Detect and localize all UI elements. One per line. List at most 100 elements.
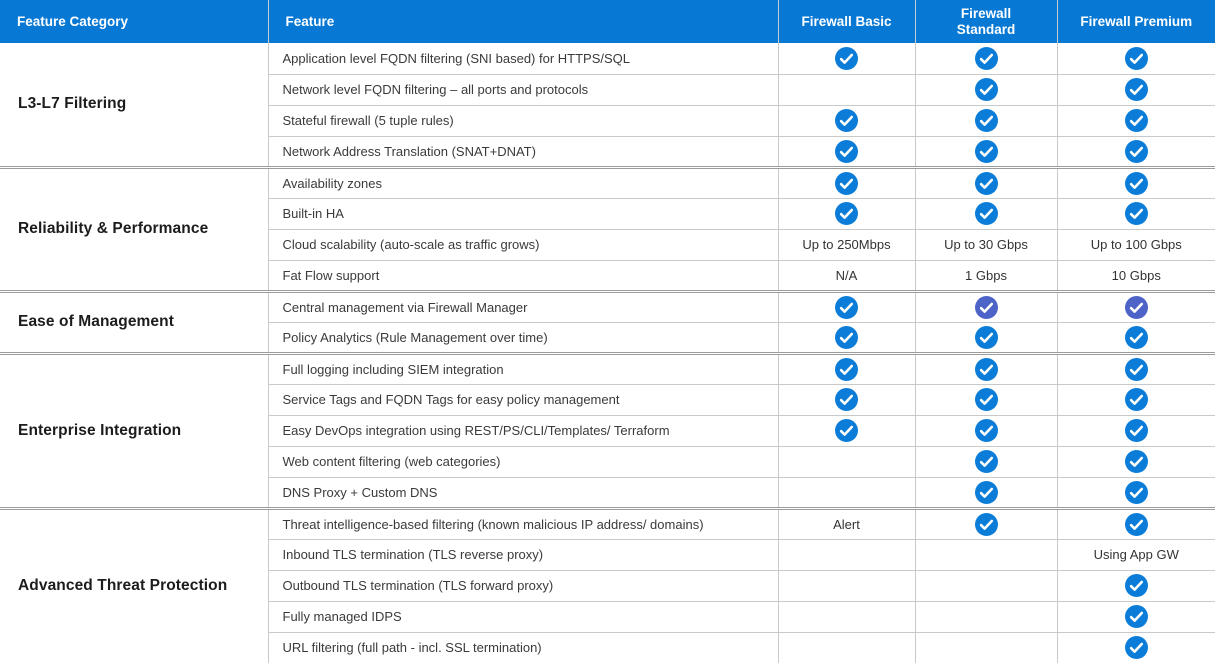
feature-cell: Availability zones	[268, 165, 779, 198]
value-cell-standard	[915, 289, 1058, 322]
check-circle-icon	[974, 78, 998, 101]
value-cell-premium	[1057, 506, 1215, 539]
value-cell-standard	[915, 445, 1058, 477]
feature-cell: Easy DevOps integration using REST/PS/CL…	[268, 414, 779, 446]
category-cell: Reliability & Performance	[0, 165, 269, 291]
value-cell-basic	[778, 383, 916, 415]
value-cell-premium: Up to 100 Gbps	[1057, 228, 1215, 260]
value-cell-basic	[778, 569, 916, 601]
table-row: Inbound TLS termination (TLS reverse pro…	[0, 538, 1215, 570]
feature-cell: Inbound TLS termination (TLS reverse pro…	[268, 538, 779, 570]
check-circle-icon	[974, 139, 998, 163]
value-cell-premium	[1057, 104, 1215, 136]
value-cell-premium	[1057, 73, 1215, 105]
value-cell-standard	[915, 506, 1058, 539]
feature-cell: DNS Proxy + Custom DNS	[268, 476, 779, 508]
table-body: L3-L7 Filtering Application level FQDN fi…	[0, 43, 1215, 663]
table-row: Network Address Translation (SNAT+DNAT)	[0, 135, 1215, 167]
value-cell-premium	[1057, 165, 1215, 198]
check-circle-icon	[974, 46, 998, 70]
check-circle-icon	[974, 325, 998, 349]
column-header-firewall-standard: Firewall Standard	[915, 0, 1058, 43]
value-cell-basic: N/A	[778, 259, 916, 291]
value-cell-standard	[915, 631, 1058, 663]
table-row: Cloud scalability (auto-scale as traffic…	[0, 228, 1215, 260]
table-row: Fully managed IDPS	[0, 600, 1215, 632]
feature-cell: Network Address Translation (SNAT+DNAT)	[268, 135, 779, 167]
value-cell-premium: Using App GW	[1057, 538, 1215, 570]
value-cell-standard	[915, 43, 1058, 74]
value-cell-premium	[1057, 476, 1215, 508]
check-circle-icon	[1124, 450, 1148, 473]
value-cell-standard: 1 Gbps	[915, 259, 1058, 291]
column-header-feature: Feature	[268, 0, 779, 43]
value-cell-basic	[778, 631, 916, 663]
value-cell-basic	[778, 476, 916, 508]
value-cell-premium	[1057, 631, 1215, 663]
feature-cell: Built-in HA	[268, 197, 779, 229]
check-circle-icon	[1124, 388, 1148, 411]
check-circle-icon	[1124, 171, 1148, 195]
value-cell-premium	[1057, 414, 1215, 446]
check-circle-icon	[1124, 295, 1148, 319]
check-circle-icon	[835, 325, 858, 349]
value-cell-premium	[1057, 351, 1215, 384]
table-row: Service Tags and FQDN Tags for easy poli…	[0, 383, 1215, 415]
value-cell-basic: Alert	[778, 506, 916, 539]
check-circle-icon	[835, 139, 858, 163]
check-circle-icon	[974, 388, 998, 411]
check-circle-icon	[835, 46, 858, 70]
value-cell-premium	[1057, 43, 1215, 74]
feature-cell: URL filtering (full path - incl. SSL ter…	[268, 631, 779, 663]
feature-cell: Application level FQDN filtering (SNI ba…	[268, 43, 779, 74]
value-cell-standard	[915, 569, 1058, 601]
value-cell-basic	[778, 351, 916, 384]
feature-cell: Web content filtering (web categories)	[268, 445, 779, 477]
check-circle-icon	[974, 512, 998, 536]
check-circle-icon	[835, 109, 858, 132]
check-circle-icon	[1124, 78, 1148, 101]
value-cell-premium	[1057, 135, 1215, 167]
check-circle-icon	[974, 171, 998, 195]
header-row: Feature Category Feature Firewall Basic …	[0, 0, 1215, 43]
check-circle-icon	[974, 109, 998, 132]
check-circle-icon	[1124, 139, 1148, 163]
table-row: Reliability & Performance Availability zo…	[0, 165, 1215, 291]
check-circle-icon	[1124, 419, 1148, 442]
value-cell-premium	[1057, 289, 1215, 322]
value-cell-standard: Up to 30 Gbps	[915, 228, 1058, 260]
check-circle-icon	[1124, 574, 1148, 597]
value-cell-standard	[915, 135, 1058, 167]
check-circle-icon	[835, 171, 858, 195]
check-circle-icon	[835, 419, 858, 442]
value-cell-basic	[778, 197, 916, 229]
column-header-firewall-premium: Firewall Premium	[1057, 0, 1215, 43]
check-circle-icon	[1124, 202, 1148, 225]
check-circle-icon	[974, 480, 998, 504]
table-row: Advanced Threat Protection Threat intelli…	[0, 506, 1215, 663]
table-row: Network level FQDN filtering – all ports…	[0, 73, 1215, 105]
feature-cell: Policy Analytics (Rule Management over t…	[268, 321, 779, 353]
value-cell-basic	[778, 135, 916, 167]
check-circle-icon	[1124, 325, 1148, 349]
table-row: URL filtering (full path - incl. SSL ter…	[0, 631, 1215, 663]
value-cell-basic	[778, 43, 916, 74]
value-cell-standard	[915, 476, 1058, 508]
value-cell-basic	[778, 321, 916, 353]
check-circle-icon	[835, 357, 858, 381]
feature-cell: Stateful firewall (5 tuple rules)	[268, 104, 779, 136]
value-cell-premium	[1057, 383, 1215, 415]
check-circle-icon	[974, 202, 998, 225]
value-cell-standard	[915, 165, 1058, 198]
value-cell-basic	[778, 600, 916, 632]
feature-cell: Outbound TLS termination (TLS forward pr…	[268, 569, 779, 601]
value-cell-premium	[1057, 569, 1215, 601]
value-cell-standard	[915, 600, 1058, 632]
table-row: Easy DevOps integration using REST/PS/CL…	[0, 414, 1215, 446]
table-row: Policy Analytics (Rule Management over t…	[0, 321, 1215, 353]
check-circle-icon	[974, 450, 998, 473]
value-cell-standard	[915, 351, 1058, 384]
category-cell: Ease of Management	[0, 289, 269, 353]
table-header: Feature Category Feature Firewall Basic …	[0, 0, 1215, 43]
